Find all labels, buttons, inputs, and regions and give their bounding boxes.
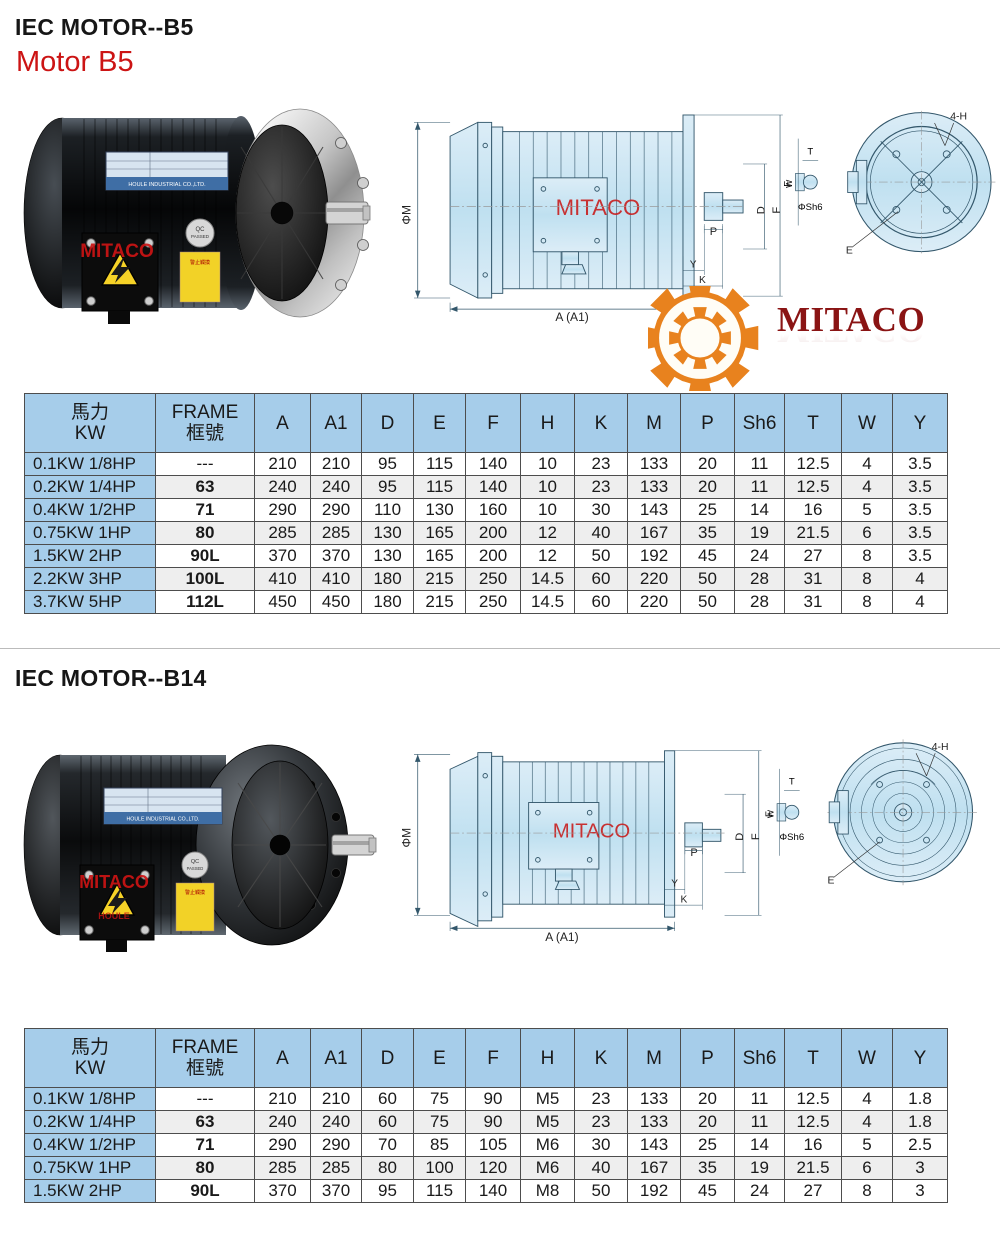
svg-text:F: F: [750, 833, 762, 840]
svg-text:A (A1): A (A1): [555, 310, 588, 324]
svg-text:警止觸摸: 警止觸摸: [190, 259, 210, 266]
svg-text:PASSED: PASSED: [191, 234, 210, 239]
svg-text:QC: QC: [196, 227, 206, 233]
svg-text:ΦM: ΦM: [399, 828, 413, 848]
svg-text:K: K: [681, 894, 688, 905]
svg-text:4-H: 4-H: [950, 112, 967, 123]
svg-text:MITACO: MITACO: [553, 821, 631, 843]
svg-text:F: F: [771, 207, 783, 214]
svg-text:K: K: [699, 275, 706, 286]
svg-text:D: D: [734, 833, 746, 841]
svg-text:ΦM: ΦM: [399, 205, 413, 225]
svg-text:Y: Y: [671, 879, 678, 890]
svg-text:D: D: [755, 206, 767, 214]
svg-text:T: T: [789, 777, 795, 788]
svg-text:Y: Y: [690, 259, 697, 270]
svg-text:MITACO: MITACO: [80, 241, 154, 262]
svg-text:HOULE INDUSTRIAL CO.,LTD.: HOULE INDUSTRIAL CO.,LTD.: [128, 182, 206, 188]
svg-text:W: W: [784, 179, 794, 188]
svg-text:HOULE: HOULE: [98, 911, 130, 921]
svg-text:W: W: [766, 809, 776, 818]
svg-text:ΦSh6: ΦSh6: [780, 832, 805, 843]
svg-text:MITACO: MITACO: [556, 195, 641, 220]
svg-text:PASSED: PASSED: [187, 866, 204, 871]
svg-text:QC: QC: [191, 859, 199, 865]
svg-text:P: P: [710, 226, 717, 238]
svg-text:P: P: [690, 847, 697, 859]
svg-text:ΦSh6: ΦSh6: [798, 202, 823, 213]
svg-text:MITACO: MITACO: [79, 872, 149, 892]
svg-text:HOULE INDUSTRIAL CO.,LTD.: HOULE INDUSTRIAL CO.,LTD.: [127, 817, 200, 823]
svg-text:A (A1): A (A1): [545, 930, 578, 944]
svg-text:4-H: 4-H: [932, 742, 949, 753]
svg-text:警止觸摸: 警止觸摸: [185, 889, 205, 896]
svg-text:T: T: [807, 146, 813, 157]
